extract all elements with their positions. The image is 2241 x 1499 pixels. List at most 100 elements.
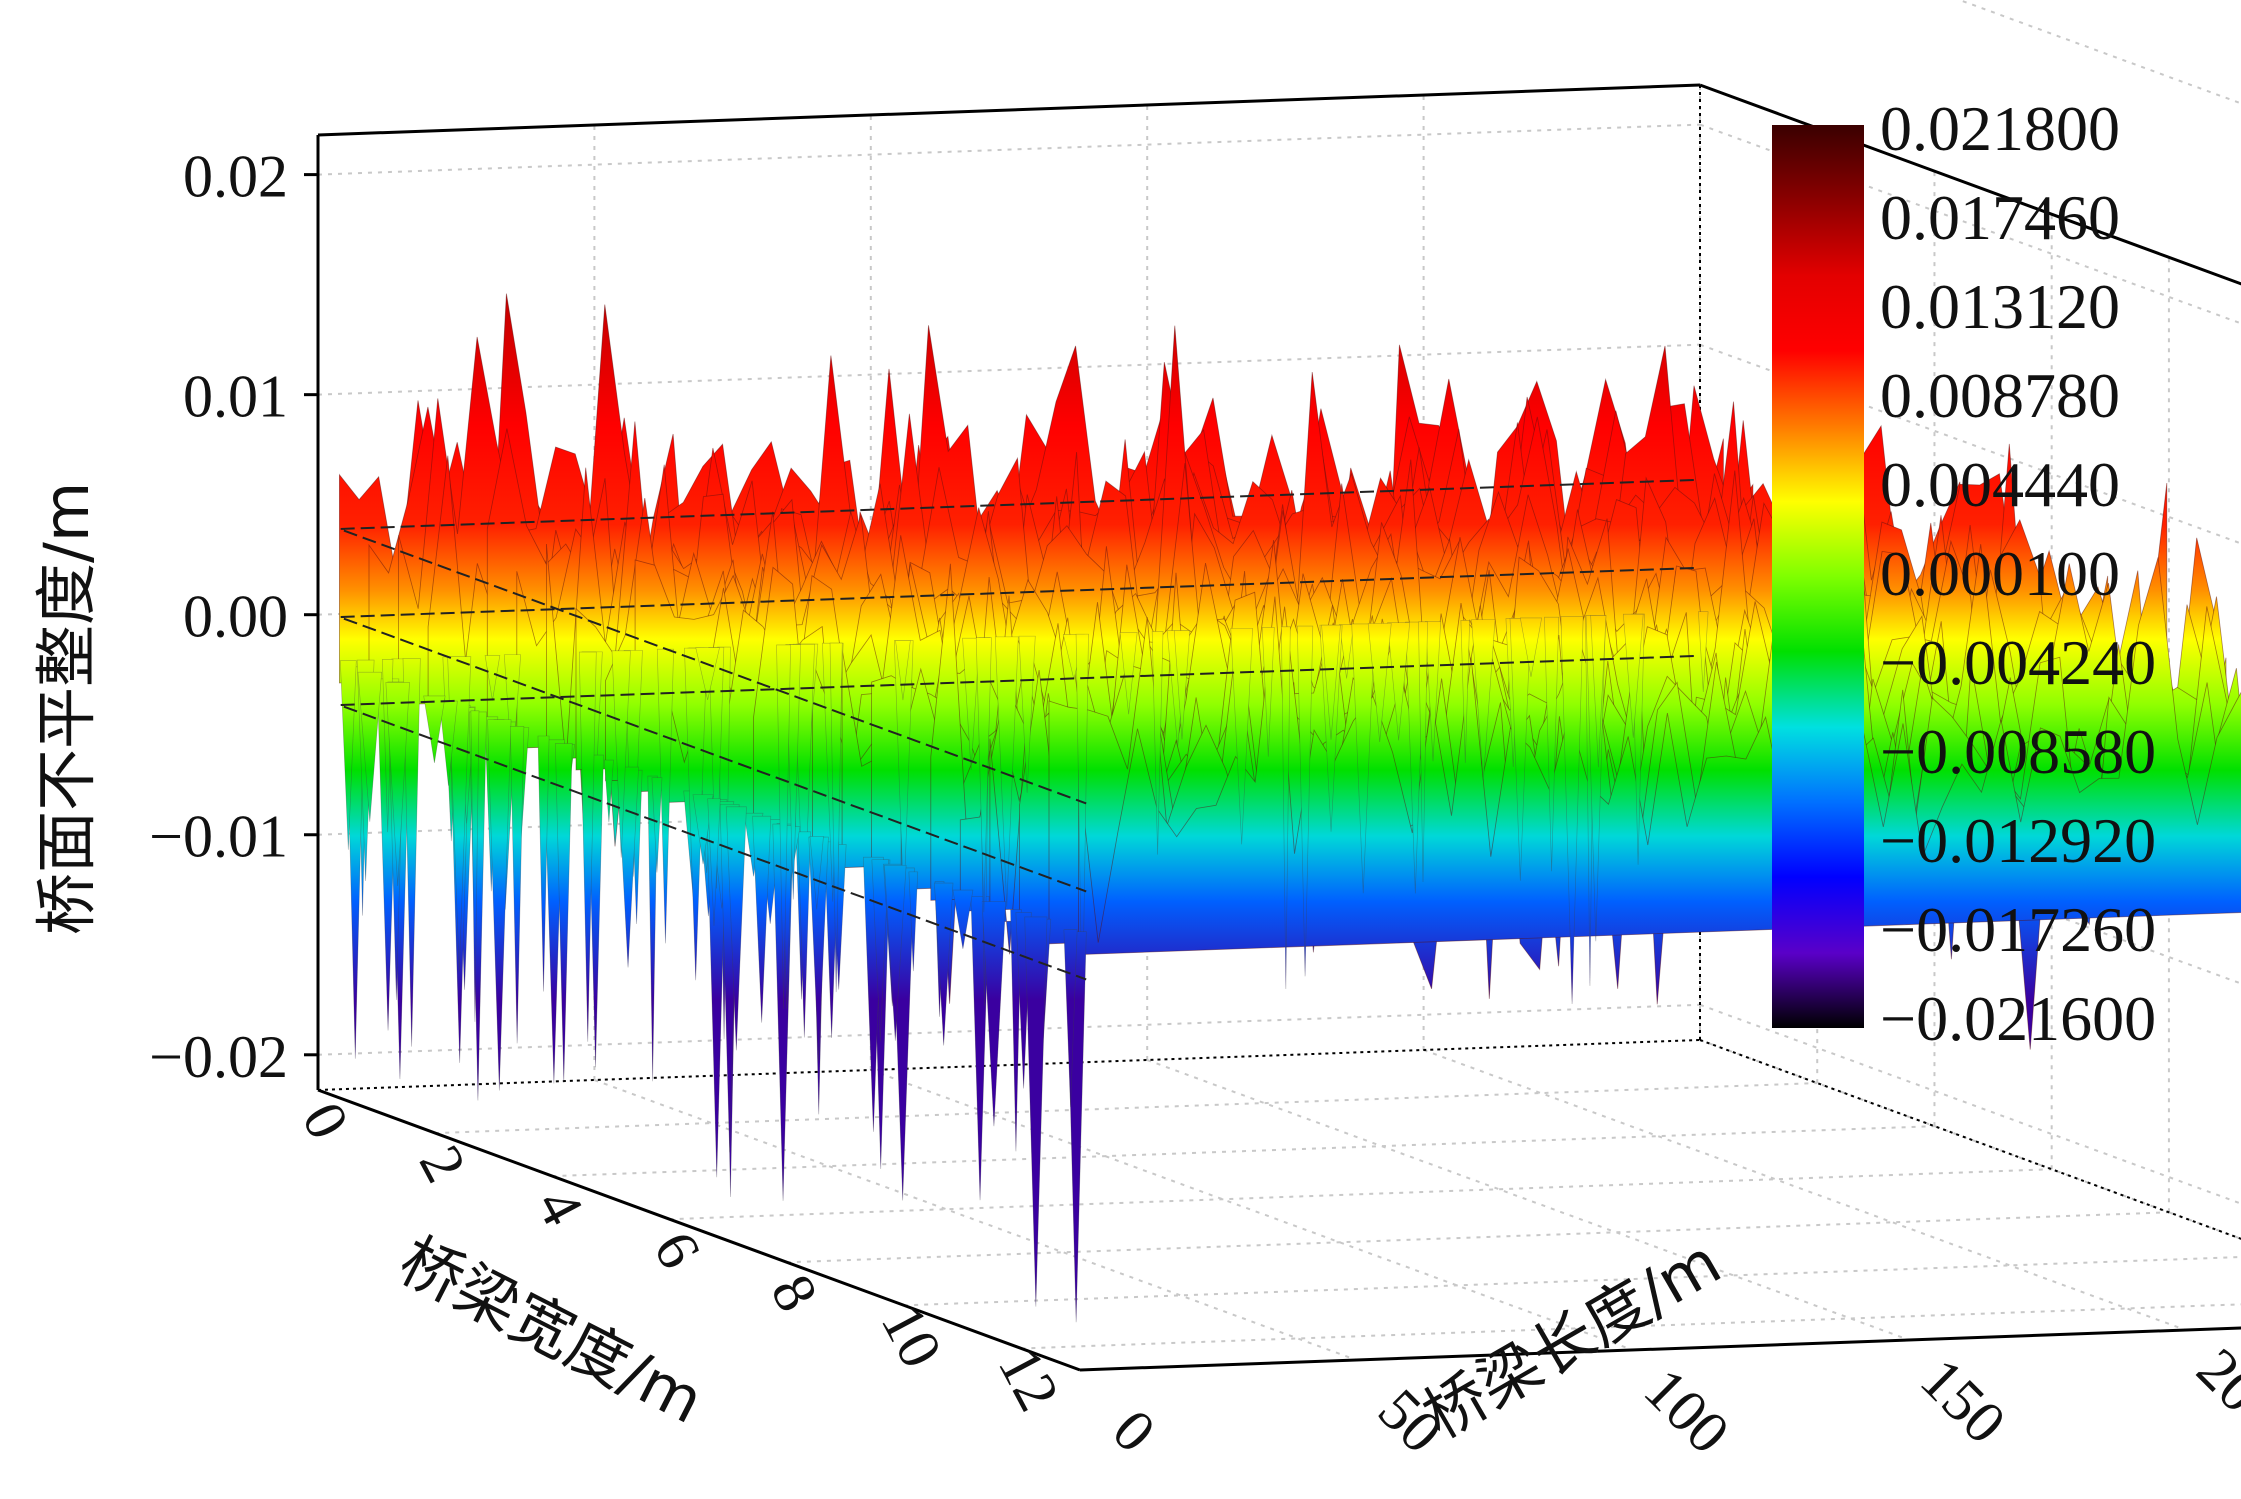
z-axis-title: 桥面不平整度/m	[30, 482, 103, 935]
colorbar-label: 0.017460	[1880, 182, 2120, 253]
surface-spike	[1471, 619, 1496, 781]
surface-spike	[1281, 626, 1291, 989]
surface-spike	[952, 889, 974, 949]
surface-spike	[1173, 630, 1191, 740]
surface-spike	[1321, 624, 1341, 740]
surface-spike	[829, 642, 843, 993]
surface-spike	[871, 859, 889, 1042]
surface-spike	[1151, 631, 1164, 855]
colorbar-bar	[1772, 125, 1864, 1028]
z-tick-label: 0.02	[183, 144, 288, 210]
surface-spike	[708, 647, 725, 889]
x-tick-label: 0	[289, 1092, 361, 1149]
surface-spike	[611, 650, 631, 858]
surface-spike	[1230, 628, 1253, 845]
x-tick-label: 10	[869, 1294, 955, 1378]
colorbar-labels: 0.021800 0.017460 0.013120 0.008780 0.004440…	[1880, 93, 2156, 1054]
z-tick-label: −0.01	[149, 804, 288, 870]
surface-spike	[385, 682, 410, 886]
surface-spike	[651, 777, 663, 873]
z-tick-label: −0.02	[149, 1024, 288, 1090]
surface-spike	[1261, 627, 1275, 757]
x-tick-label: 6	[641, 1221, 713, 1278]
colorbar-label: 0.021800	[1880, 93, 2120, 164]
surface-spike	[994, 636, 1019, 907]
surface-spike	[1560, 616, 1584, 1004]
surface-spike	[537, 735, 550, 992]
surface-spike	[1119, 632, 1138, 715]
surface-spike	[1367, 623, 1392, 742]
surface-spike	[1698, 611, 1709, 692]
surface-spike	[647, 775, 658, 1082]
surface-spike	[503, 654, 521, 772]
surface-spike	[1296, 625, 1314, 977]
surface-spike	[1075, 633, 1089, 1024]
surface-spike	[484, 655, 501, 701]
surface-spike	[423, 695, 446, 763]
surface-spike	[578, 651, 597, 1042]
surface-spike	[895, 640, 911, 701]
surface-spike	[884, 864, 907, 1041]
surface-spike	[555, 743, 573, 1083]
surface-spike	[1063, 929, 1078, 1108]
colorbar-label: −0.021600	[1880, 983, 2156, 1054]
surface-spike	[707, 798, 721, 926]
surface-spike	[510, 725, 525, 1044]
surface-spike	[1351, 623, 1376, 894]
surface-spike	[1425, 621, 1441, 762]
surface-spike	[752, 815, 772, 1023]
surface-spike	[776, 644, 791, 1009]
colorbar-label: 0.004440	[1880, 449, 2120, 520]
surface-spike	[603, 759, 614, 823]
colorbar: 0.021800 0.017460 0.013120 0.008780 0.004440…	[1772, 93, 2156, 1054]
surface-spike	[470, 710, 480, 1022]
surface-spike	[809, 836, 824, 910]
surface-spike	[1622, 613, 1644, 738]
surface-spike	[981, 901, 1007, 1127]
surface-spike	[962, 637, 980, 771]
surface-spike	[1460, 619, 1470, 763]
colorbar-label: −0.017260	[1880, 894, 2156, 965]
surface-strip	[1078, 557, 2241, 956]
z-tick-label: 0.01	[183, 364, 288, 430]
surface-spike	[695, 647, 720, 700]
surface-spike	[357, 671, 383, 822]
colorbar-label: 0.008780	[1880, 360, 2120, 431]
x-tick-label: 4	[524, 1178, 596, 1235]
mesh-line	[339, 655, 1694, 981]
y-tick-label: 0	[1100, 1397, 1168, 1465]
y-tick-label: 150	[1908, 1346, 2018, 1456]
colorbar-label: 0.000100	[1880, 538, 2120, 609]
surface-spike	[1544, 616, 1560, 872]
colorbar-label: −0.004240	[1880, 627, 2156, 698]
mesh-line	[339, 567, 1694, 893]
surface-spike	[908, 871, 919, 972]
surface-spike	[797, 831, 811, 1038]
surface-spike	[1519, 617, 1543, 677]
surface-spike	[623, 650, 643, 877]
surface-spike	[1387, 622, 1411, 741]
y-tick-label: 100	[1632, 1356, 1742, 1466]
surface-spike	[1024, 916, 1048, 1307]
x-tick-label: 12	[986, 1337, 1072, 1421]
colorbar-label: −0.012920	[1880, 805, 2156, 876]
colorbar-label: −0.008580	[1880, 716, 2156, 787]
surface-spike	[975, 637, 992, 913]
surface-spike	[402, 658, 421, 1047]
mesh-line	[339, 478, 1694, 805]
surface-spike	[1018, 635, 1036, 793]
surface-spike	[934, 882, 954, 1046]
z-tick-label: 0.00	[183, 584, 288, 650]
surface-spike	[725, 806, 747, 1051]
y-tick-label: 200	[2185, 1336, 2241, 1446]
x-tick-label: 2	[407, 1135, 479, 1192]
surface-spike	[339, 660, 357, 850]
surface-spike	[785, 644, 802, 900]
x-tick-label: 8	[758, 1264, 830, 1321]
surface-spike	[893, 640, 914, 907]
surface-spike	[1418, 621, 1428, 882]
surface-spike	[1509, 617, 1531, 881]
surface-spike	[692, 794, 714, 865]
surface-spike	[1590, 615, 1607, 768]
